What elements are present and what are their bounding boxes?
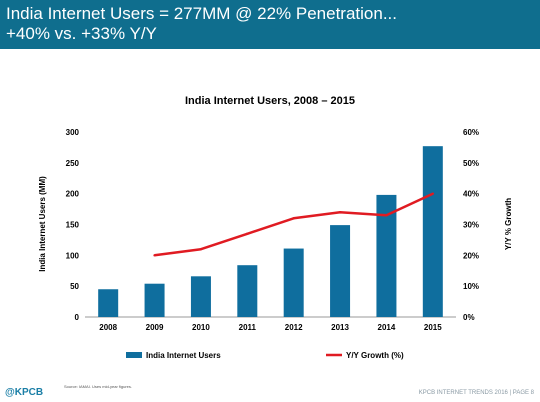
- kpcb-logo: @KPCB: [5, 387, 44, 398]
- x-tick-label: 2015: [424, 323, 442, 332]
- y-tick-label: 50: [70, 282, 79, 291]
- growth-point-2013: [338, 210, 342, 214]
- y2-tick-label: 30%: [463, 221, 479, 230]
- y-axis-label: India Internet Users (MM): [38, 176, 47, 272]
- bar-2010: [190, 276, 211, 317]
- growth-point-2012: [292, 217, 295, 220]
- y-tick-label: 200: [66, 190, 80, 199]
- legend-label-users: India Internet Users: [146, 351, 221, 360]
- y2-axis-label: Y/Y % Growth: [504, 198, 513, 250]
- y2-tick-label: 20%: [463, 251, 479, 260]
- y-tick-label: 0: [75, 313, 80, 322]
- bar-2014: [376, 194, 397, 317]
- source-note: Source: IAMAI. Uses mid-year figures.: [64, 384, 133, 389]
- y-tick-label: 150: [66, 221, 80, 230]
- growth-point-2011: [246, 232, 249, 235]
- x-tick-label: 2014: [378, 323, 396, 332]
- x-tick-label: 2011: [239, 323, 257, 332]
- x-tick-label: 2012: [285, 323, 303, 332]
- y2-tick-label: 10%: [463, 282, 479, 291]
- bar-2012: [283, 248, 304, 317]
- x-tick-label: 2008: [99, 323, 117, 332]
- growth-point-2014: [385, 214, 388, 217]
- y2-tick-label: 60%: [463, 128, 479, 137]
- footer-page-label: KPCB INTERNET TRENDS 2016 | PAGE 8: [418, 390, 534, 396]
- growth-point-2010: [199, 247, 203, 251]
- bar-2009: [144, 283, 165, 317]
- bar-2015: [422, 146, 443, 317]
- y2-tick-label: 0%: [463, 313, 475, 322]
- growth-point-2009: [153, 254, 156, 257]
- y2-tick-label: 50%: [463, 159, 479, 168]
- bar-2013: [330, 225, 351, 317]
- x-tick-label: 2013: [331, 323, 349, 332]
- chart-legend: India Internet Users Y/Y Growth (%): [126, 351, 404, 360]
- bar-2011: [237, 265, 258, 317]
- title-banner: India Internet Users = 277MM @ 22% Penet…: [0, 0, 540, 49]
- y-tick-label: 300: [66, 128, 80, 137]
- chart-title: India Internet Users, 2008 – 2015: [185, 95, 355, 107]
- x-tick-label: 2010: [192, 323, 210, 332]
- y-tick-label: 250: [66, 159, 80, 168]
- bar-2008: [98, 289, 119, 317]
- legend-swatch-users: [126, 352, 142, 358]
- slide-title: India Internet Users = 277MM @ 22% Penet…: [6, 4, 397, 23]
- y-tick-label: 100: [66, 251, 80, 260]
- slide-subtitle: +40% vs. +33% Y/Y: [6, 24, 157, 43]
- y2-tick-label: 40%: [463, 190, 479, 199]
- legend-label-growth: Y/Y Growth (%): [346, 351, 404, 360]
- x-tick-label: 2009: [146, 323, 164, 332]
- growth-point-2015: [431, 192, 435, 195]
